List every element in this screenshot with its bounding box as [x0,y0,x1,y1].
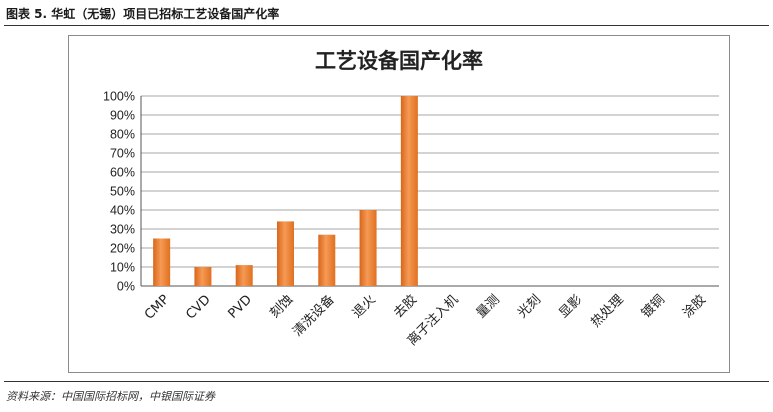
y-axis-ticks: 0% 10% 20% 30% 40% 50% 60% 70% 80% 90% 100% [103,90,135,294]
y-tick-label: 60% [110,166,135,180]
x-tick-label: 光刻 [515,292,544,321]
x-tick-label: CMP [142,292,173,323]
bar-chart: 工艺设备国产化率 0% 10% 20% 30% 40% 50% 60% 70% 80% 90% 10… [103,49,719,349]
bar [318,234,336,286]
x-tick-label: 显影 [556,292,585,321]
y-tick-label: 0% [117,280,135,294]
bar [194,267,212,286]
x-tick-label: PVD [226,292,256,322]
bar [359,210,377,286]
x-tick-label: 涂胶 [679,292,709,322]
y-tick-label: 90% [110,109,135,123]
chart-title: 工艺设备国产化率 [315,49,483,73]
y-tick-label: 80% [110,128,135,142]
y-tick-label: 50% [110,185,135,199]
x-tick-label: 退火 [350,292,379,321]
bar [400,96,418,286]
top-rule [4,25,769,26]
source-note: 资料来源：中国国际招标网，中银国际证券 [6,390,215,403]
grid-lines [140,95,719,287]
y-tick-label: 40% [110,204,135,218]
y-tick-label: 30% [110,223,135,237]
x-tick-label: 镀铜 [638,292,668,322]
x-tick-label: CVD [183,292,213,322]
x-tick-label: 量测 [474,292,503,321]
bar [235,265,253,286]
y-tick-label: 70% [110,147,135,161]
figure-caption: 图表 5. 华虹（无锡）项目已招标工艺设备国产化率 [6,7,280,21]
bars [153,96,418,286]
x-tick-label: 刻蚀 [267,292,296,321]
y-tick-label: 10% [110,261,135,275]
x-tick-label: 去胶 [390,292,420,322]
bottom-rule [4,381,769,382]
y-tick-label: 100% [103,90,135,104]
bar [277,221,294,286]
bar [153,238,171,286]
chart-frame: 工艺设备国产化率 0% 10% 20% 30% 40% 50% 60% 70% 80% 90% 10… [68,35,730,373]
x-tick-label: 热处理 [588,292,626,330]
y-tick-label: 20% [110,242,135,256]
x-tick-label: 清洗设备 [290,292,338,340]
